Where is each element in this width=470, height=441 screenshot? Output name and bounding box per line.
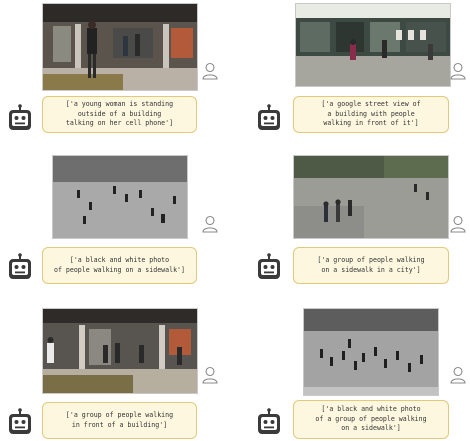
photo-2-image bbox=[296, 4, 450, 86]
caption-text: ['a young woman is standing outside of a… bbox=[65, 100, 174, 128]
caption-text: ['a group of people walking on a sidewal… bbox=[317, 256, 425, 274]
card-2: ['a google street view of a building wit… bbox=[235, 0, 470, 147]
caption-text: ['a black and white photo of a group of … bbox=[315, 405, 427, 433]
photo-2 bbox=[295, 3, 451, 87]
photo-6 bbox=[303, 308, 439, 396]
caption-box: ['a group of people walking on a sidewal… bbox=[293, 247, 449, 284]
photo-4 bbox=[293, 155, 449, 239]
caption-box: ['a black and white photo of people walk… bbox=[42, 247, 197, 284]
caption-box: ['a young woman is standing outside of a… bbox=[42, 96, 197, 133]
card-5: ['a group of people walking in front of … bbox=[0, 294, 235, 441]
user-icon bbox=[202, 366, 218, 384]
caption-box: ['a group of people walking in front of … bbox=[42, 402, 197, 439]
photo-6-image bbox=[304, 309, 438, 395]
robot-icon bbox=[6, 408, 34, 436]
photo-5-image bbox=[43, 309, 197, 393]
caption-text: ['a black and white photo of people walk… bbox=[53, 256, 185, 274]
photo-1 bbox=[42, 3, 198, 91]
caption-text: ['a google street view of a building wit… bbox=[321, 100, 421, 128]
card-6: ['a black and white photo of a group of … bbox=[235, 294, 470, 441]
photo-1-image bbox=[43, 4, 197, 90]
user-icon bbox=[450, 366, 466, 384]
photo-3 bbox=[52, 155, 188, 239]
robot-icon bbox=[255, 253, 283, 281]
card-3: ['a black and white photo of people walk… bbox=[0, 147, 235, 294]
user-icon bbox=[450, 62, 466, 80]
caption-text: ['a group of people walking in front of … bbox=[65, 411, 174, 429]
user-icon bbox=[202, 215, 218, 233]
card-1: ['a young woman is standing outside of a… bbox=[0, 0, 235, 147]
robot-icon bbox=[255, 408, 283, 436]
photo-5 bbox=[42, 308, 198, 394]
robot-icon bbox=[6, 104, 34, 132]
user-icon bbox=[202, 62, 218, 80]
robot-icon bbox=[6, 253, 34, 281]
caption-box: ['a google street view of a building wit… bbox=[293, 96, 449, 133]
photo-3-image bbox=[53, 156, 187, 238]
photo-4-image bbox=[294, 156, 448, 238]
robot-icon bbox=[255, 104, 283, 132]
user-icon bbox=[450, 215, 466, 233]
caption-box: ['a black and white photo of a group of … bbox=[293, 400, 449, 439]
card-4: ['a group of people walking on a sidewal… bbox=[235, 147, 470, 294]
